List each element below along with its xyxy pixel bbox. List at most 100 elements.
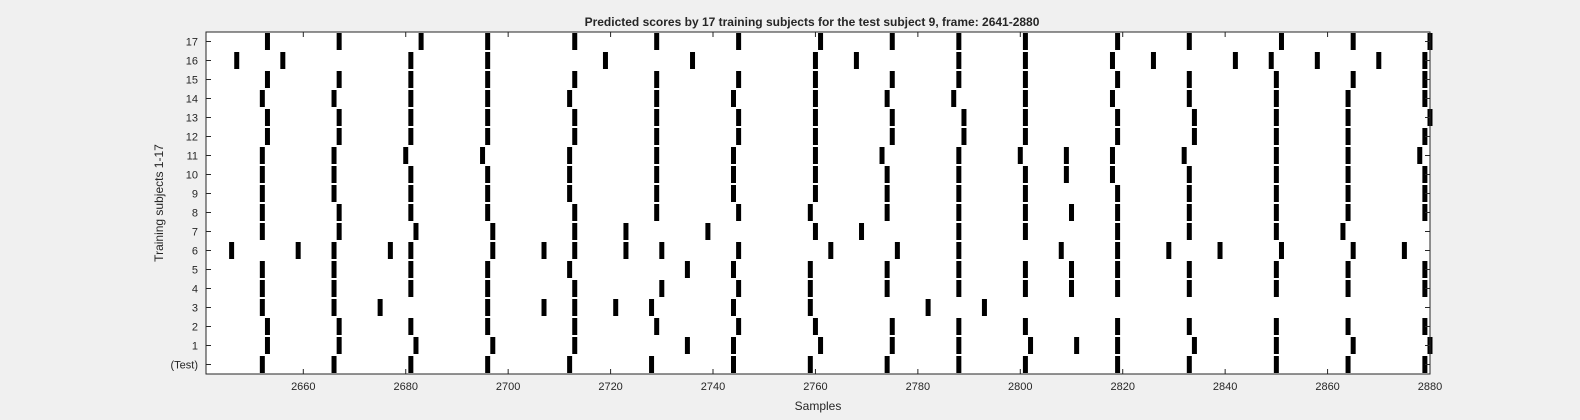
event-mark: [684, 337, 690, 354]
event-mark: [889, 337, 895, 354]
event-mark: [1422, 204, 1428, 221]
event-mark: [736, 204, 742, 221]
event-mark: [1350, 71, 1356, 88]
event-mark: [654, 204, 660, 221]
event-mark: [1186, 90, 1192, 107]
event-mark: [879, 147, 885, 164]
event-mark: [884, 280, 890, 297]
event-mark: [956, 147, 962, 164]
event-mark: [1191, 337, 1197, 354]
event-mark: [956, 337, 962, 354]
y-tick-label: 11: [187, 151, 198, 163]
event-mark: [1314, 52, 1320, 69]
event-mark: [956, 242, 962, 259]
event-mark: [259, 90, 265, 107]
event-mark: [1186, 71, 1192, 88]
event-mark: [956, 166, 962, 183]
event-mark: [259, 147, 265, 164]
x-tick-label: 2780: [906, 381, 930, 393]
event-mark: [408, 318, 414, 335]
event-mark: [418, 33, 424, 50]
event-mark: [1022, 280, 1028, 297]
event-mark: [884, 185, 890, 202]
event-mark: [1345, 185, 1351, 202]
event-mark: [336, 337, 342, 354]
event-mark: [659, 280, 665, 297]
event-mark: [1273, 128, 1279, 145]
event-mark: [1022, 356, 1028, 373]
event-mark: [889, 318, 895, 335]
event-mark: [1115, 71, 1121, 88]
event-mark: [889, 128, 895, 145]
event-mark: [1186, 318, 1192, 335]
event-mark: [259, 223, 265, 240]
x-tick-label: 2660: [291, 381, 315, 393]
event-mark: [1186, 185, 1192, 202]
event-mark: [1186, 261, 1192, 278]
y-tick-label: 14: [186, 94, 198, 106]
event-mark: [408, 71, 414, 88]
x-tick-label: 2860: [1315, 381, 1339, 393]
event-mark: [1345, 128, 1351, 145]
event-mark: [818, 33, 824, 50]
event-mark: [1273, 261, 1279, 278]
event-mark: [1345, 204, 1351, 221]
event-mark: [1069, 261, 1075, 278]
event-mark: [1186, 223, 1192, 240]
event-mark: [1115, 128, 1121, 145]
event-mark: [485, 90, 491, 107]
event-mark: [541, 299, 547, 316]
event-mark: [280, 52, 286, 69]
event-mark: [807, 204, 813, 221]
event-mark: [1115, 223, 1121, 240]
event-mark: [408, 242, 414, 259]
event-mark: [956, 356, 962, 373]
y-tick-label: 5: [192, 265, 198, 277]
y-tick-label: 4: [192, 284, 198, 296]
x-tick-label: 2820: [1110, 381, 1134, 393]
event-mark: [1109, 52, 1115, 69]
event-mark: [1115, 280, 1121, 297]
event-mark: [1115, 318, 1121, 335]
event-mark: [1350, 33, 1356, 50]
event-mark: [613, 299, 619, 316]
event-mark: [889, 109, 895, 126]
event-mark: [731, 299, 736, 316]
event-mark: [1273, 185, 1279, 202]
event-mark: [1069, 280, 1075, 297]
event-mark: [1273, 90, 1279, 107]
event-mark: [572, 223, 578, 240]
event-mark: [1273, 223, 1279, 240]
event-mark: [572, 318, 578, 335]
event-mark: [331, 299, 337, 316]
event-mark: [654, 185, 660, 202]
event-mark: [1422, 90, 1428, 107]
event-mark: [654, 166, 660, 183]
event-mark: [295, 242, 301, 259]
event-mark: [1191, 128, 1197, 145]
event-mark: [859, 223, 865, 240]
event-mark: [567, 261, 573, 278]
x-tick-label: 2840: [1213, 381, 1237, 393]
event-mark: [485, 299, 491, 316]
x-tick-label: 2720: [598, 381, 622, 393]
event-mark: [654, 71, 660, 88]
event-mark: [331, 261, 337, 278]
event-mark: [572, 128, 578, 145]
event-mark: [1115, 185, 1121, 202]
event-mark: [853, 52, 859, 69]
event-mark: [408, 90, 414, 107]
event-mark: [1268, 52, 1274, 69]
event-mark: [572, 204, 578, 221]
event-mark: [623, 223, 629, 240]
event-mark: [1022, 109, 1028, 126]
event-mark: [812, 90, 818, 107]
event-mark: [812, 166, 818, 183]
x-tick-label: 2760: [803, 381, 827, 393]
event-mark: [1273, 71, 1279, 88]
event-mark: [1063, 166, 1069, 183]
event-mark: [654, 147, 660, 164]
event-mark: [731, 90, 736, 107]
event-mark: [1273, 318, 1279, 335]
event-mark: [812, 71, 818, 88]
